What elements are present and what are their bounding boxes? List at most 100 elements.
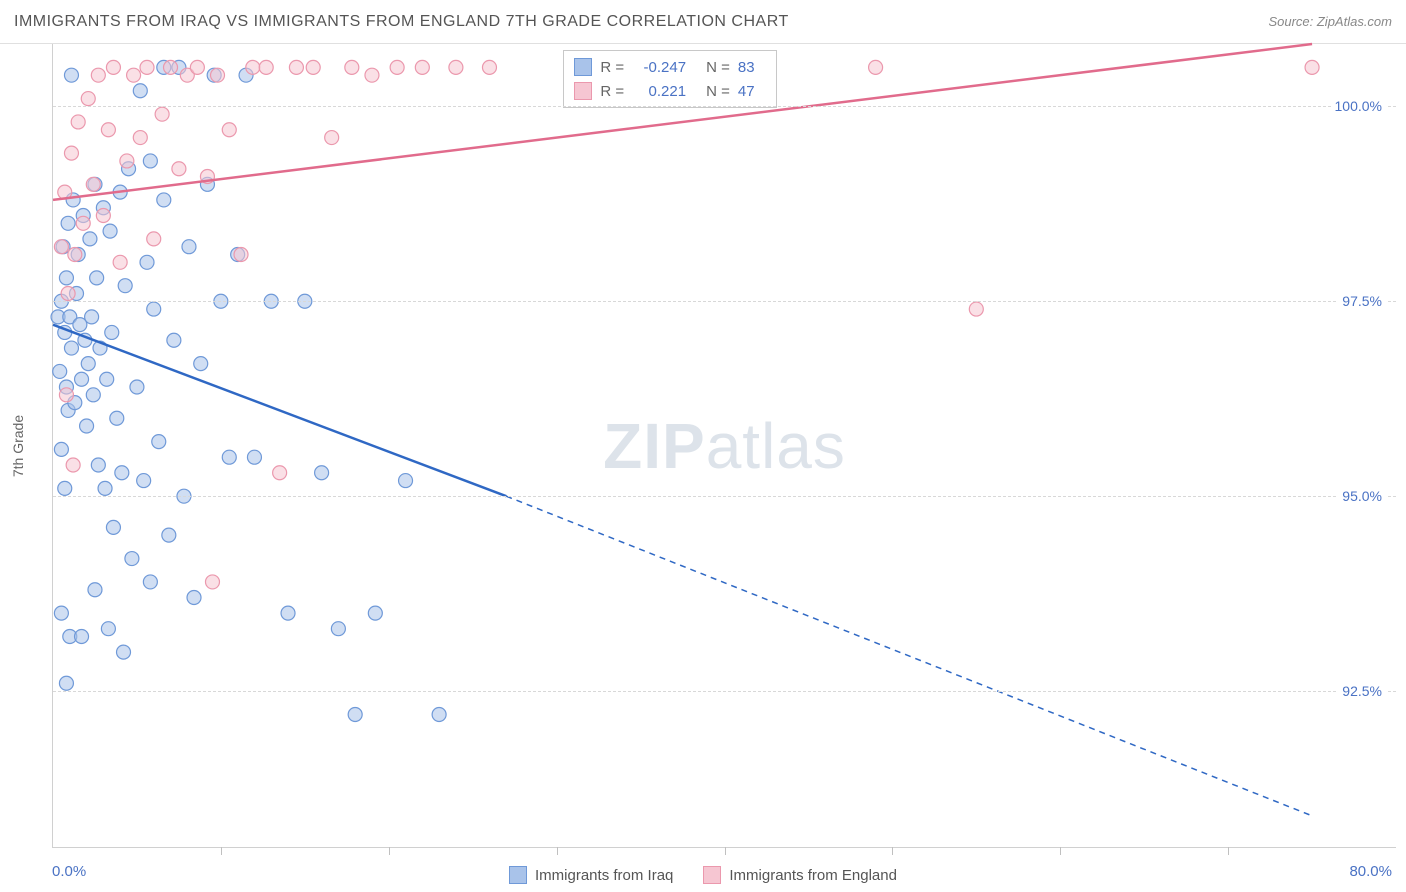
scatter-point-england [54,240,68,254]
scatter-point-iraq [85,310,99,324]
stats-legend-box: R = -0.247 N = 83 R = 0.221 N = 47 [563,50,777,108]
scatter-point-england [113,255,127,269]
scatter-point-iraq [143,575,157,589]
scatter-point-iraq [59,676,73,690]
scatter-point-england [1305,60,1319,74]
scatter-point-england [415,60,429,74]
x-tick [725,847,726,855]
scatter-point-iraq [53,364,67,378]
scatter-point-iraq [54,442,68,456]
gridline-horizontal [53,301,1396,302]
scatter-point-england [120,154,134,168]
y-tick-label: 100.0% [1331,98,1386,114]
stats-r-prefix: R = [600,59,624,76]
stats-swatch-iraq [574,58,592,76]
scatter-point-england [66,458,80,472]
scatter-point-iraq [187,591,201,605]
gridline-horizontal [53,106,1396,107]
scatter-point-iraq [117,645,131,659]
scatter-point-iraq [222,450,236,464]
scatter-point-iraq [432,707,446,721]
scatter-point-iraq [86,388,100,402]
scatter-point-england [205,575,219,589]
scatter-point-iraq [54,606,68,620]
legend-label-england: Immigrants from England [729,867,897,884]
scatter-point-iraq [247,450,261,464]
scatter-point-england [190,60,204,74]
scatter-point-iraq [157,193,171,207]
scatter-point-iraq [81,357,95,371]
stats-n-prefix: N = [706,83,730,100]
scatter-point-england [449,60,463,74]
chart-svg [53,44,1396,847]
scatter-point-england [969,302,983,316]
legend-item-england: Immigrants from England [703,866,897,884]
legend-item-iraq: Immigrants from Iraq [509,866,673,884]
x-tick [221,847,222,855]
scatter-point-england [140,60,154,74]
stats-r-prefix: R = [600,83,624,100]
scatter-point-iraq [125,552,139,566]
scatter-point-england [234,247,248,261]
x-tick [892,847,893,855]
y-axis-label: 7th Grade [10,415,26,477]
scatter-point-iraq [348,707,362,721]
stats-n-prefix: N = [706,59,730,76]
scatter-point-iraq [103,224,117,238]
chart-title: IMMIGRANTS FROM IRAQ VS IMMIGRANTS FROM … [14,13,789,31]
scatter-point-england [86,177,100,191]
y-tick-label: 95.0% [1338,488,1386,504]
scatter-point-iraq [115,466,129,480]
scatter-point-iraq [130,380,144,394]
scatter-point-iraq [152,435,166,449]
stats-n-value-iraq: 83 [738,59,766,76]
scatter-point-england [68,247,82,261]
x-tick [557,847,558,855]
scatter-point-iraq [162,528,176,542]
scatter-point-iraq [90,271,104,285]
scatter-point-iraq [100,372,114,386]
scatter-point-iraq [106,520,120,534]
stats-r-value-england: 0.221 [632,83,686,100]
scatter-point-england [390,60,404,74]
scatter-point-england [61,286,75,300]
scatter-point-iraq [143,154,157,168]
scatter-point-england [211,68,225,82]
scatter-point-iraq [140,255,154,269]
x-tick [389,847,390,855]
stats-r-value-iraq: -0.247 [632,59,686,76]
scatter-point-iraq [58,481,72,495]
source-prefix: Source: [1268,14,1316,29]
scatter-point-iraq [368,606,382,620]
scatter-point-iraq [80,419,94,433]
y-tick-label: 92.5% [1338,683,1386,699]
x-tick [1228,847,1229,855]
scatter-point-iraq [118,279,132,293]
scatter-point-iraq [64,68,78,82]
source-name: ZipAtlas.com [1317,14,1392,29]
scatter-point-iraq [194,357,208,371]
stats-n-value-england: 47 [738,83,766,100]
source-attribution: Source: ZipAtlas.com [1268,14,1392,29]
legend-label-iraq: Immigrants from Iraq [535,867,673,884]
chart-header: IMMIGRANTS FROM IRAQ VS IMMIGRANTS FROM … [0,0,1406,44]
scatter-point-england [259,60,273,74]
scatter-point-england [127,68,141,82]
scatter-point-iraq [59,271,73,285]
stats-row-iraq: R = -0.247 N = 83 [574,55,766,79]
scatter-point-england [91,68,105,82]
scatter-point-iraq [331,622,345,636]
scatter-point-iraq [83,232,97,246]
scatter-point-iraq [137,474,151,488]
scatter-point-england [133,131,147,145]
scatter-point-iraq [133,84,147,98]
scatter-point-england [106,60,120,74]
scatter-point-england [482,60,496,74]
scatter-point-england [147,232,161,246]
scatter-point-iraq [110,411,124,425]
scatter-point-england [365,68,379,82]
scatter-point-iraq [147,302,161,316]
scatter-point-england [306,60,320,74]
scatter-point-iraq [182,240,196,254]
scatter-point-iraq [61,216,75,230]
